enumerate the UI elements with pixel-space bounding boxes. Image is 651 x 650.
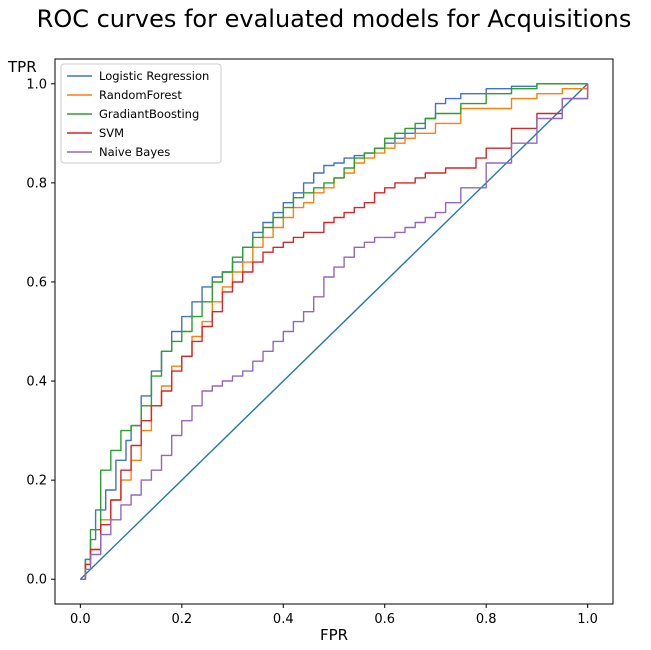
legend: Logistic Regression RandomForest GradiantB… <box>60 63 222 164</box>
plot-area: 0.0 0.2 0.4 0.6 0.8 1.0 0.0 0.2 0.4 0.6 0.8 1.0 <box>26 58 614 627</box>
y-tick-label: 0.8 <box>26 176 47 191</box>
legend-box <box>60 63 222 164</box>
series-lines <box>79 83 589 580</box>
x-tick-label: 0.2 <box>171 612 192 627</box>
legend-label-naive-bayes: Naive Bayes <box>99 145 170 159</box>
x-axis-label: FPR <box>320 626 348 644</box>
legend-label-randomforest: RandomForest <box>99 88 182 102</box>
x-tick-label: 1.0 <box>577 612 598 627</box>
legend-label-gradiantboosting: GradiantBoosting <box>99 107 199 121</box>
y-axis-label: TPR <box>7 58 37 76</box>
y-tick-label: 1.0 <box>26 77 47 92</box>
x-tick-label: 0.8 <box>476 612 497 627</box>
y-tick-label: 0.6 <box>26 275 47 290</box>
y-tick-label: 0.0 <box>26 573 47 588</box>
x-tick-label: 0.4 <box>273 612 294 627</box>
legend-label-svm: SVM <box>99 126 124 140</box>
series-line-svm <box>80 83 589 580</box>
x-tick-label: 0.6 <box>374 612 395 627</box>
legend-label-logistic-regression: Logistic Regression <box>99 69 209 83</box>
chart-title: ROC curves for evaluated models for Acqu… <box>37 5 632 33</box>
x-tick-label: 0.0 <box>70 612 91 627</box>
x-axis-ticks: 0.0 0.2 0.4 0.6 0.8 1.0 <box>70 604 598 627</box>
series-line-gradiantboosting <box>80 83 588 580</box>
y-tick-label: 0.4 <box>26 375 47 390</box>
y-axis-ticks: 0.0 0.2 0.4 0.6 0.8 1.0 <box>26 77 55 588</box>
series-line-naive-bayes <box>80 83 589 580</box>
chance-diagonal-line <box>79 83 589 580</box>
y-tick-label: 0.2 <box>26 474 47 489</box>
